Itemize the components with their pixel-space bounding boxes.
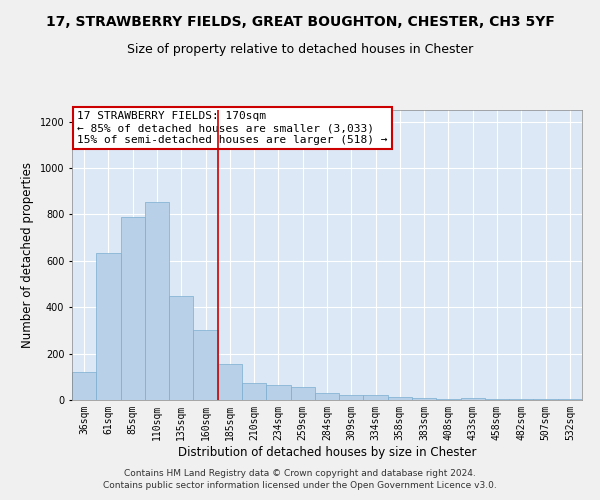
Bar: [509, 399, 533, 400]
Bar: [193, 330, 218, 400]
Bar: [364, 396, 388, 400]
Bar: [436, 399, 461, 400]
Bar: [121, 216, 145, 400]
Bar: [96, 252, 121, 400]
Bar: [218, 364, 242, 400]
Text: Size of property relative to detached houses in Chester: Size of property relative to detached ho…: [127, 42, 473, 56]
Text: Contains HM Land Registry data © Crown copyright and database right 2024.
Contai: Contains HM Land Registry data © Crown c…: [103, 468, 497, 490]
Bar: [315, 393, 339, 400]
Bar: [412, 398, 436, 400]
Bar: [169, 296, 193, 400]
Text: 17, STRAWBERRY FIELDS, GREAT BOUGHTON, CHESTER, CH3 5YF: 17, STRAWBERRY FIELDS, GREAT BOUGHTON, C…: [46, 15, 554, 29]
Bar: [461, 398, 485, 400]
Bar: [485, 399, 509, 400]
Bar: [72, 372, 96, 400]
Bar: [145, 202, 169, 400]
X-axis label: Distribution of detached houses by size in Chester: Distribution of detached houses by size …: [178, 446, 476, 458]
Bar: [242, 382, 266, 400]
Text: 17 STRAWBERRY FIELDS: 170sqm
← 85% of detached houses are smaller (3,033)
15% of: 17 STRAWBERRY FIELDS: 170sqm ← 85% of de…: [77, 112, 388, 144]
Bar: [339, 396, 364, 400]
Y-axis label: Number of detached properties: Number of detached properties: [21, 162, 34, 348]
Bar: [388, 396, 412, 400]
Bar: [266, 385, 290, 400]
Bar: [290, 387, 315, 400]
